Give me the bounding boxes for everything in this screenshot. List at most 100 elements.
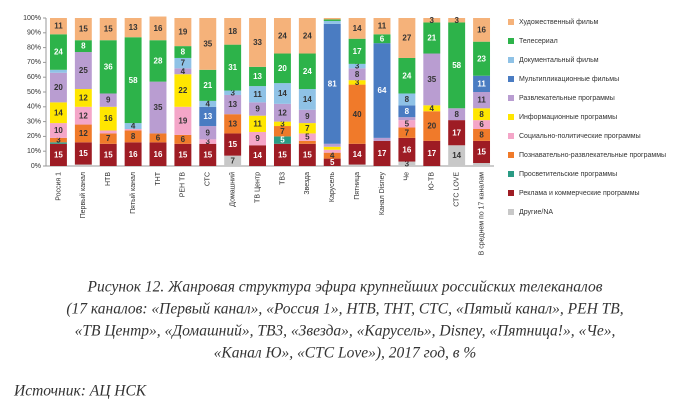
bar-segment	[224, 155, 242, 166]
y-tick-label: 80%	[27, 44, 41, 51]
bar-segment	[298, 123, 316, 134]
data-label: 7	[280, 127, 285, 136]
data-label: 11	[253, 119, 262, 128]
bar-segment	[124, 123, 142, 129]
data-label: 8	[454, 110, 459, 119]
data-label: 13	[228, 100, 237, 109]
data-label: 23	[477, 54, 486, 63]
data-label: 15	[104, 151, 113, 160]
data-label: 24	[303, 31, 312, 40]
data-label: 16	[129, 150, 138, 159]
legend-label: Мультипликационные фильмы	[519, 76, 619, 83]
bar-segment	[124, 142, 142, 166]
bar-segment	[473, 108, 491, 121]
bar-segment	[298, 89, 316, 110]
data-label: 11	[477, 79, 486, 88]
bar-segment	[174, 143, 192, 166]
caption-line: «Канал Ю», «СТС Love»), 2017 год, в %	[214, 345, 477, 362]
y-tick-label: 70%	[27, 59, 41, 66]
bar-segment	[49, 143, 67, 166]
data-label: 6	[380, 34, 385, 43]
legend-swatch	[508, 152, 514, 158]
bar-segment	[273, 121, 291, 127]
bar-segment	[323, 146, 341, 150]
bar-segment	[298, 109, 316, 124]
data-label: 9	[255, 105, 260, 114]
x-tick-label: Россия 1	[55, 172, 62, 201]
data-label: 17	[452, 128, 461, 137]
data-label: 24	[278, 31, 287, 40]
x-tick-label: Пятница	[354, 172, 361, 200]
bar-segment	[99, 40, 117, 94]
source: Источник: АЦ НСК	[13, 383, 147, 400]
bar-segment	[273, 18, 291, 54]
y-tick-label: 0%	[31, 163, 41, 170]
y-tick-label: 40%	[27, 104, 41, 111]
data-label: 10	[54, 126, 63, 135]
legend-label: Реклама и коммерческие программы	[519, 190, 640, 197]
legend-swatch	[508, 19, 514, 25]
data-label: 9	[106, 96, 111, 105]
y-tick-label: 100%	[23, 15, 41, 22]
bar-segment	[124, 18, 142, 38]
data-label: 3	[430, 16, 435, 25]
data-label: 4	[330, 151, 335, 160]
data-label: 6	[156, 133, 161, 142]
data-label: 19	[178, 28, 187, 37]
bar-segment	[373, 34, 391, 44]
data-label: 13	[129, 23, 138, 32]
bar-segment	[224, 18, 242, 45]
data-label: 11	[253, 90, 262, 99]
data-label: 8	[131, 132, 136, 141]
data-label: 28	[154, 57, 163, 66]
data-label: 16	[402, 145, 411, 154]
bar-segment	[49, 69, 67, 73]
legend-label: Просветительские программы	[519, 171, 617, 178]
x-tick-label: ТВ Центр	[254, 172, 261, 203]
bar-segment	[348, 143, 366, 165]
data-label: 16	[154, 24, 163, 33]
data-label: 6	[181, 135, 186, 144]
data-label: 22	[178, 86, 187, 95]
data-label: 3	[206, 137, 211, 146]
x-tick-label: НТВ	[105, 172, 112, 186]
bar-segment	[298, 18, 316, 54]
bar-segment	[74, 52, 92, 90]
bar-segment	[49, 142, 67, 144]
legend-swatch	[508, 38, 514, 44]
data-label: 3	[355, 62, 360, 71]
legend-swatch	[508, 95, 514, 101]
bar-segment	[423, 105, 441, 112]
legend-label: Художественный фильм	[519, 18, 599, 26]
bar-segment	[423, 22, 441, 54]
x-tick-label: В среднем по 17 каналам	[478, 172, 485, 256]
x-tick-label: ТВ3	[279, 172, 286, 185]
bar-segment	[224, 90, 242, 95]
bar-segment	[398, 161, 416, 166]
data-label: 9	[255, 134, 260, 143]
x-tick-label: ТНТ	[155, 171, 162, 185]
bar-segment	[473, 92, 491, 109]
data-label: 15	[203, 151, 212, 160]
caption-line: Рисунок 12. Жанровая структура эфира кру…	[87, 279, 603, 296]
bar-segment	[298, 133, 316, 141]
data-label: 4	[131, 122, 136, 131]
data-label: 8	[181, 48, 186, 57]
data-label: 9	[305, 112, 310, 121]
data-label: 17	[378, 149, 387, 158]
data-label: 12	[79, 129, 88, 138]
data-label: 14	[253, 151, 262, 160]
bar-segment	[348, 68, 366, 81]
data-label: 8	[81, 42, 86, 51]
legend-label: Познавательно-развлекательные программы	[519, 152, 666, 159]
bar-segment	[323, 158, 341, 166]
bar-segment	[249, 131, 267, 146]
bar-segment	[174, 74, 192, 107]
data-label: 14	[54, 108, 63, 117]
bar-segment	[398, 127, 416, 138]
x-tick-label: Звезда	[304, 172, 311, 195]
bar-segment	[199, 18, 217, 70]
data-label: 36	[104, 62, 113, 71]
bar-segment	[323, 19, 341, 21]
